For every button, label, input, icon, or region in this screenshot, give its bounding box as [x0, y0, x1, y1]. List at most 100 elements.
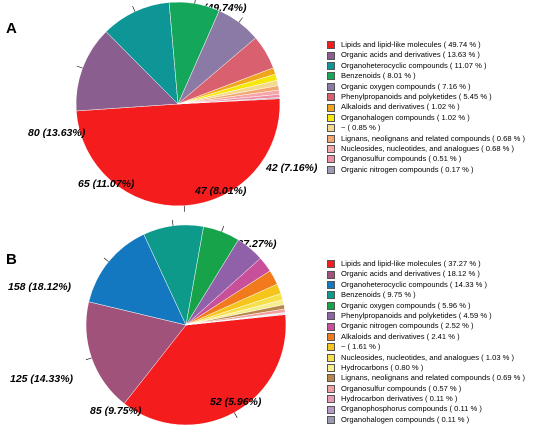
- pie-slice: [123, 314, 287, 426]
- legend-label: Organic oxygen compounds ( 5.96 % ): [341, 300, 471, 310]
- legend-entry: Benzenoids ( 8.01 % ): [327, 71, 525, 81]
- legend-entry: Organohalogen compounds ( 1.02 % ): [327, 113, 525, 123]
- legend-swatch: [327, 291, 335, 300]
- legend-swatch: [327, 165, 335, 174]
- slice-data-label: 65 (11.07%): [78, 178, 135, 190]
- legend-label: Nucleosides, nucleotides, and analogues …: [341, 352, 515, 362]
- legend-swatch: [327, 332, 335, 341]
- legend-label: Hydrocarbon derivatives ( 0.11 % ): [341, 394, 458, 404]
- legend-label: Lipids and lipid-like molecules ( 37.27 …: [341, 259, 481, 268]
- legend-label: Phenylpropanoids and polyketides ( 4.59 …: [341, 310, 492, 320]
- slice-data-label: 125 (14.33%): [10, 373, 74, 385]
- legend-a: Lipids and lipid-like molecules ( 49.74 …: [327, 40, 525, 175]
- leader-line: [172, 219, 174, 226]
- leader-line: [238, 17, 243, 23]
- legend-entry: Organoheterocyclic compounds ( 11.07 % ): [327, 61, 525, 71]
- pie-panel-b: B 325 (37.27%)158 (18.12%)125 (14.33%)85…: [0, 213, 550, 427]
- legend-swatch: [327, 61, 335, 70]
- legend-label: Organosulfur compounds ( 0.57 % ): [341, 383, 462, 393]
- legend-label: Hydrocarbons ( 0.80 % ): [341, 362, 424, 372]
- legend-swatch: [327, 155, 335, 164]
- legend-swatch: [327, 312, 335, 321]
- legend-label: Benzenoids ( 8.01 % ): [341, 71, 416, 81]
- panel-label-b: B: [6, 251, 17, 268]
- leader-line: [103, 257, 109, 262]
- legend-entry: Organic acids and derivatives ( 18.12 % …: [327, 269, 525, 279]
- legend-entry: Organosulfur compounds ( 0.51 % ): [327, 154, 525, 164]
- pie-slice: [88, 234, 187, 326]
- legend-label: Lipids and lipid-like molecules ( 49.74 …: [341, 40, 481, 49]
- legend-entry: Hydrocarbons ( 0.80 % ): [327, 363, 525, 373]
- legend-swatch: [327, 145, 335, 154]
- legend-label: Organoheterocyclic compounds ( 14.33 % ): [341, 279, 488, 289]
- pie-slice: [75, 31, 179, 112]
- legend-swatch: [327, 82, 335, 91]
- legend-swatch: [327, 322, 335, 331]
- legend-entry: Lipids and lipid-like molecules ( 37.27 …: [327, 259, 525, 269]
- legend-label: − ( 1.61 % ): [341, 342, 381, 352]
- leader-line: [194, 0, 196, 4]
- legend-entry: Alkaloids and derivatives ( 1.02 % ): [327, 102, 525, 112]
- legend-b: Lipids and lipid-like molecules ( 37.27 …: [327, 259, 525, 425]
- pie-chart-b: 325 (37.27%)158 (18.12%)125 (14.33%)85 (…: [8, 219, 287, 426]
- legend-swatch: [327, 301, 335, 310]
- legend-entry: Organoheterocyclic compounds ( 14.33 % ): [327, 280, 525, 290]
- legend-entry: Nucleosides, nucleotides, and analogues …: [327, 144, 525, 154]
- legend-entry: Alkaloids and derivatives ( 2.41 % ): [327, 332, 525, 342]
- pie-chart-a: 292 (49.74%)80 (13.63%)65 (11.07%)47 (8.…: [28, 0, 318, 212]
- legend-entry: Phenylpropanoids and polyketides ( 5.45 …: [327, 92, 525, 102]
- legend-entry: Lignans, neolignans and related compound…: [327, 134, 525, 144]
- legend-label: − ( 0.85 % ): [341, 123, 381, 133]
- slice-data-label: 85 (9.75%): [90, 405, 142, 417]
- legend-swatch: [327, 134, 335, 143]
- legend-label: Organohalogen compounds ( 0.11 % ): [341, 414, 470, 424]
- legend-entry: Lipids and lipid-like molecules ( 49.74 …: [327, 40, 525, 50]
- legend-swatch: [327, 384, 335, 393]
- legend-entry: Organic nitrogen compounds ( 2.52 % ): [327, 321, 525, 331]
- legend-label: Benzenoids ( 9.75 % ): [341, 290, 416, 300]
- legend-label: Organic nitrogen compounds ( 2.52 % ): [341, 321, 474, 331]
- slice-data-label: 47 (8.01%): [194, 185, 247, 197]
- legend-entry: Organic oxygen compounds ( 5.96 % ): [327, 301, 525, 311]
- legend-swatch: [327, 416, 335, 425]
- legend-label: Organosulfur compounds ( 0.51 % ): [341, 154, 462, 164]
- pie-panel-a: A 292 (49.74%) 80 (13.63%) 65 (11.07%) 47 (…: [0, 0, 550, 212]
- legend-label: Organic acids and derivatives ( 18.12 % …: [341, 269, 480, 279]
- pie-slice: [177, 97, 281, 105]
- legend-entry: Organic nitrogen compounds ( 0.17 % ): [327, 165, 525, 175]
- slice-data-label: 42 (7.16%): [265, 162, 318, 174]
- legend-swatch: [327, 103, 335, 112]
- leader-line: [85, 357, 92, 361]
- legend-entry: Benzenoids ( 9.75 % ): [327, 290, 525, 300]
- legend-swatch: [327, 270, 335, 279]
- legend-label: Organic oxygen compounds ( 7.16 % ): [341, 81, 471, 91]
- legend-entry: Organic acids and derivatives ( 13.63 % …: [327, 50, 525, 60]
- legend-label: Organic acids and derivatives ( 13.63 % …: [341, 50, 480, 60]
- legend-entry: − ( 0.85 % ): [327, 123, 525, 133]
- legend-entry: Organohalogen compounds ( 0.11 % ): [327, 415, 525, 425]
- legend-label: Alkaloids and derivatives ( 1.02 % ): [341, 102, 460, 112]
- legend-entry: Nucleosides, nucleotides, and analogues …: [327, 353, 525, 363]
- legend-label: Organohalogen compounds ( 1.02 % ): [341, 112, 470, 122]
- leader-line: [132, 5, 136, 12]
- legend-swatch: [327, 41, 335, 50]
- pie-slice: [105, 2, 179, 105]
- pie-slice: [185, 313, 286, 326]
- panel-label-a: A: [6, 20, 17, 37]
- legend-swatch: [327, 113, 335, 122]
- legend-entry: Organosulfur compounds ( 0.57 % ): [327, 384, 525, 394]
- legend-entry: Organic oxygen compounds ( 7.16 % ): [327, 82, 525, 92]
- slice-data-label: 52 (5.96%): [210, 396, 262, 408]
- legend-swatch: [327, 124, 335, 133]
- legend-label: Lignans, neolignans and related compound…: [341, 373, 526, 383]
- leader-line: [76, 65, 83, 69]
- legend-entry: Phenylpropanoids and polyketides ( 4.59 …: [327, 311, 525, 321]
- legend-entry: Lignans, neolignans and related compound…: [327, 373, 525, 383]
- pie-slice: [75, 98, 281, 207]
- leader-line: [221, 225, 225, 232]
- legend-swatch: [327, 395, 335, 404]
- legend-swatch: [327, 93, 335, 102]
- legend-swatch: [327, 280, 335, 289]
- legend-swatch: [327, 374, 335, 383]
- legend-swatch: [327, 353, 335, 362]
